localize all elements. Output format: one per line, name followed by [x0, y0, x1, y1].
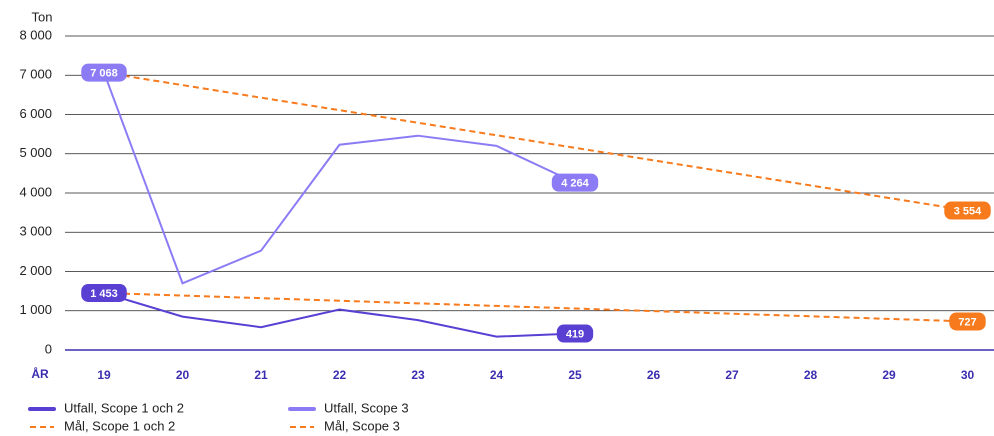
x-tick-label: 28	[804, 368, 818, 382]
value-label: 727	[949, 312, 986, 331]
y-tick-label: 8 000	[19, 27, 52, 42]
series-line	[103, 292, 576, 338]
value-label: 3 554	[944, 201, 991, 220]
value-label-text: 7 068	[90, 67, 118, 79]
legend-label: Mål, Scope 1 och 2	[64, 418, 175, 433]
y-tick-label: 3 000	[19, 224, 52, 239]
value-label-text: 4 264	[561, 178, 589, 190]
y-tick-label: 4 000	[19, 184, 52, 199]
legend-label: Utfall, Scope 3	[324, 400, 409, 415]
x-axis-label: ÅR	[31, 366, 49, 381]
x-tick-label: 19	[97, 368, 111, 382]
y-tick-label: 7 000	[19, 67, 52, 82]
y-tick-label: 5 000	[19, 145, 52, 160]
x-tick-label: 26	[647, 368, 661, 382]
value-label-text: 1 453	[90, 288, 118, 300]
legend-label: Mål, Scope 3	[324, 418, 400, 433]
x-tick-label: 29	[882, 368, 896, 382]
value-pill	[944, 201, 991, 220]
x-tick-label: 25	[568, 368, 582, 382]
y-tick-label: 6 000	[19, 106, 52, 121]
value-label-text: 419	[566, 328, 584, 340]
value-pill	[81, 63, 127, 82]
x-tick-label: 24	[490, 368, 504, 382]
value-label: 1 453	[81, 283, 127, 302]
x-tick-label: 20	[176, 368, 190, 382]
series-line	[103, 72, 576, 285]
series-line	[103, 291, 968, 323]
value-label: 4 264	[551, 173, 599, 192]
value-pill	[551, 173, 599, 192]
series-line	[103, 71, 968, 212]
value-pill	[556, 324, 594, 343]
value-label-text: 727	[958, 316, 976, 328]
value-label-text: 3 554	[954, 205, 982, 217]
value-label: 419	[556, 324, 594, 343]
value-label: 7 068	[81, 63, 127, 82]
value-pill	[81, 283, 127, 302]
x-tick-label: 27	[725, 368, 739, 382]
x-tick-label: 30	[961, 368, 975, 382]
x-tick-label: 23	[411, 368, 425, 382]
x-tick-label: 22	[333, 368, 347, 382]
y-tick-label: 0	[45, 341, 52, 356]
y-tick-label: 2 000	[19, 263, 52, 278]
x-tick-label: 21	[254, 368, 268, 382]
value-pill	[949, 312, 986, 331]
y-axis-label: Ton	[32, 9, 53, 24]
legend-label: Utfall, Scope 1 och 2	[64, 400, 184, 415]
y-tick-label: 1 000	[19, 302, 52, 317]
